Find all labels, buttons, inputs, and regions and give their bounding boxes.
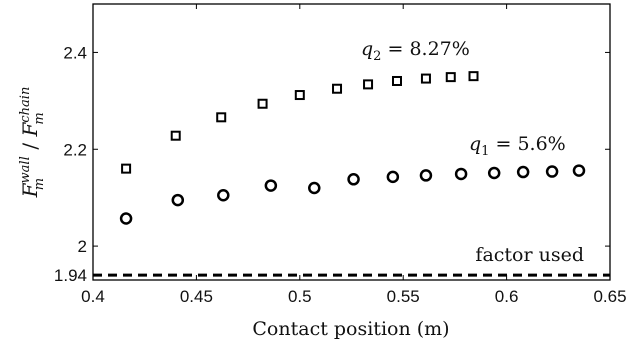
x-tick-label: 0.4 (81, 287, 105, 306)
circle-marker (264, 179, 278, 192)
square-marker (332, 83, 343, 94)
plot-area (92, 3, 611, 281)
svg-text:Fwallm / Fchainm: Fwallm / Fchainm (18, 87, 47, 199)
reference-line-label: factor used (475, 244, 584, 266)
y-tick-label: 2.2 (63, 140, 87, 159)
square-marker (420, 73, 431, 84)
circle-marker (419, 169, 433, 182)
y-tick-label: 2.4 (63, 43, 87, 62)
x-tick-label: 0.45 (180, 287, 213, 306)
x-axis-label: Contact position (m) (252, 318, 449, 340)
y-tick-label: 2 (78, 237, 87, 256)
square-marker (445, 72, 456, 83)
circle-marker (217, 189, 230, 202)
square-marker (121, 163, 132, 174)
square-marker (363, 79, 374, 90)
circle-marker (386, 170, 400, 184)
circle-marker (572, 164, 586, 177)
x-tick-label: 0.55 (387, 287, 420, 306)
x-tick-label: 0.6 (495, 287, 519, 306)
square-marker (170, 130, 181, 141)
circle-marker (308, 181, 321, 195)
circle-marker (347, 173, 360, 186)
x-tick-label: 0.65 (593, 287, 626, 306)
y-tick-label: 1.94 (54, 266, 87, 285)
circle-marker (487, 166, 501, 180)
circle-marker (516, 165, 530, 179)
square-marker (216, 112, 227, 123)
square-marker (391, 75, 402, 86)
series-label-q1: q1 = 5.6% (469, 133, 566, 159)
circle-marker (119, 212, 133, 225)
square-marker (294, 90, 305, 101)
square-marker (468, 71, 479, 82)
circle-marker (454, 167, 468, 181)
y-axis-label: Fwallm / Fchainm (18, 87, 47, 199)
x-tick-label: 0.5 (288, 287, 312, 306)
circle-marker (171, 193, 185, 207)
plot-marks: 0.4 0.45 0.5 0.55 0.6 0.65 1.94 2 2.2 2.4 (54, 4, 627, 306)
circle-marker (545, 165, 559, 178)
square-marker (257, 98, 268, 109)
series-label-q2: q2 = 8.27% (361, 38, 470, 64)
